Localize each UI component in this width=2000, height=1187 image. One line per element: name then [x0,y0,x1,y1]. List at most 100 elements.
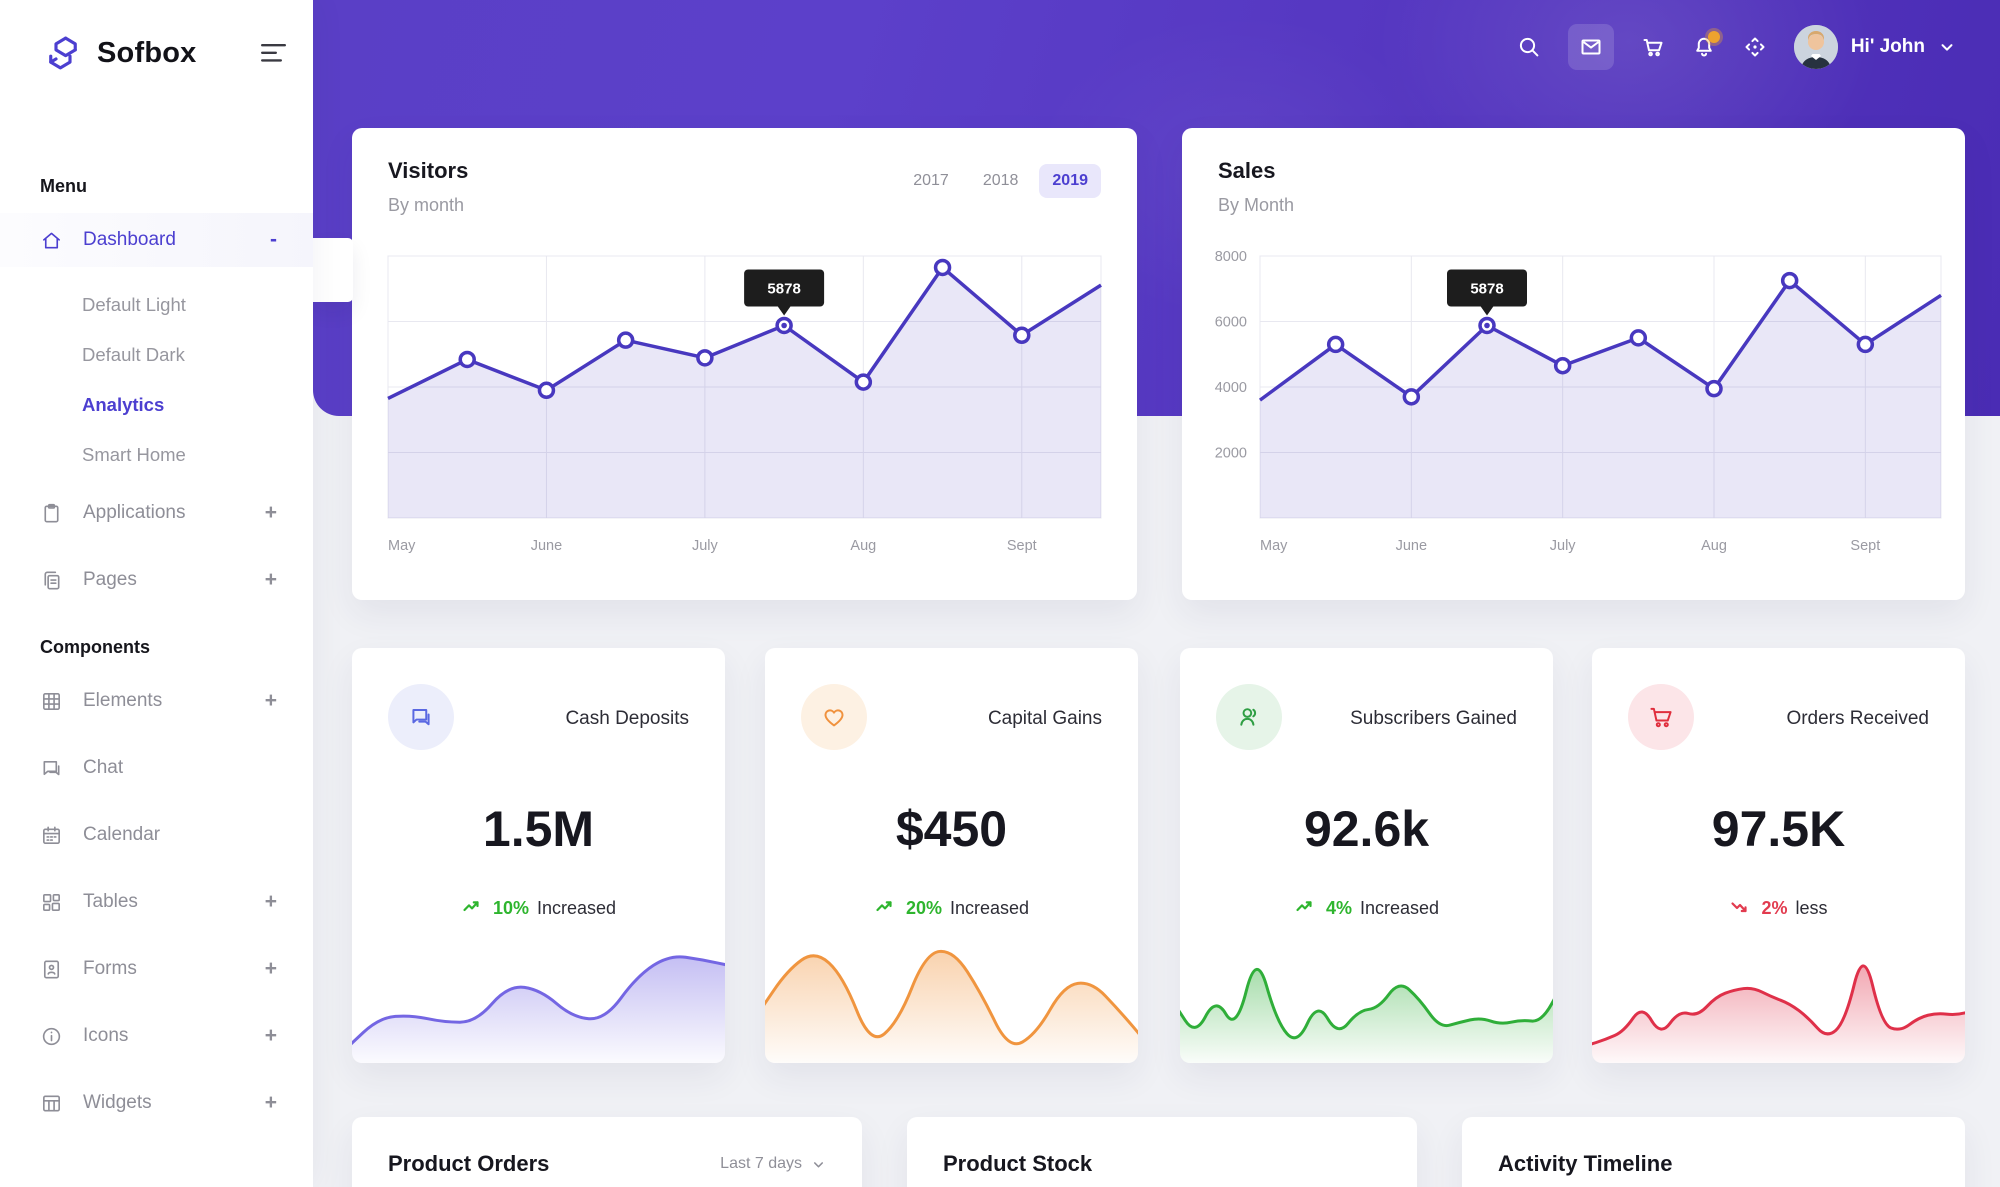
mail-icon [1581,39,1601,55]
sidebar-subitem-analytics[interactable]: Analytics [0,380,313,430]
card-activity-timeline: Activity Timeline [1462,1117,1965,1187]
svg-text:8000: 8000 [1215,250,1247,265]
stat-change-label: Increased [949,897,1030,918]
sidebar-item-label: Dashboard [83,229,176,250]
chart-tooltip [744,269,825,307]
stat-title: Cash Deposits [565,708,689,729]
year-tab-2018[interactable]: 2018 [982,172,1019,189]
sidebar-section-label: Menu [40,176,87,196]
year-tab-2017[interactable]: 2017 [913,172,949,189]
sidebar-item-applications[interactable]: Applications + [0,486,313,540]
stat-change-label: less [1795,897,1828,918]
sales-card-head: Sales By Month [1182,128,1965,216]
home-icon [40,229,63,252]
sidebar-subitem-label: Default Dark [82,344,185,365]
header-actions: Hi' John [1517,24,1956,70]
stat-value: 97.5K [1711,801,1846,857]
cart-icon [1650,707,1672,728]
sidebar: Sofbox Menu Dashboard - Default Light De… [0,0,313,1187]
expand-indicator: + [264,689,277,712]
stat-card-orders-received: Orders Received 97.5K 2% less [1592,648,1965,1063]
stat-change: 10% Increased [352,896,725,920]
sidebar-item-chat[interactable]: Chat [0,741,313,795]
tables-icon [40,891,63,914]
svg-text:Sept: Sept [1850,538,1880,554]
home-icon [43,232,60,249]
chevron-down-icon [1941,44,1953,51]
stat-sparkline [1592,964,1965,1063]
sidebar-item-label: Pages [83,569,137,590]
visitors-chart: May June July Aug Sept 5878 [387,255,1102,554]
stat-sparkline [1180,967,1553,1063]
sidebar-item-pages[interactable]: Pages + [0,553,313,607]
sales-chart: 8000 6000 4000 2000 May June July Aug Sept 5878 [1215,250,1942,554]
expand-indicator: + [264,957,277,980]
expand-indicator: - [270,228,277,251]
tables-icon [43,893,60,911]
sidebar-item-elements[interactable]: Elements + [0,674,313,728]
stat-change-percent: 4% [1325,897,1352,918]
stat-icon-circle [388,684,454,750]
expand-indicator: + [264,568,277,591]
svg-text:Aug: Aug [850,538,876,554]
sales-title: Sales [1218,158,1276,183]
stat-card-subscribers-gained: Subscribers Gained 92.6k 4% Increased [1180,648,1553,1063]
calendar-icon [43,826,60,844]
sidebar-item-label: Widgets [83,1092,152,1113]
sidebar-item-calendar[interactable]: Calendar [0,808,313,862]
sidebar-subitem-label: Smart Home [82,444,186,465]
svg-text:June: June [1396,538,1427,554]
clipboard-icon [44,503,59,522]
sidebar-item-dashboard[interactable]: Dashboard - [0,213,313,267]
stat-card-cash-deposits: Cash Deposits 1.5M 10% Increased [352,648,725,1063]
active-item-notch [313,238,353,302]
search-icon[interactable] [1517,35,1541,59]
filter-dropdown[interactable]: Last 7 days [720,1155,826,1173]
card-product-stock: Product Stock [907,1117,1417,1187]
svg-text:July: July [692,538,719,554]
sidebar-subitem-default-dark[interactable]: Default Dark [0,330,313,380]
svg-text:Sept: Sept [1007,538,1037,554]
sidebar-toggle-icon[interactable] [260,42,287,64]
year-tab-2019[interactable]: 2019 [1039,164,1101,198]
svg-text:6000: 6000 [1215,315,1247,331]
calendar-icon [40,824,63,847]
sidebar-subitem-smart-home[interactable]: Smart Home [0,430,313,480]
stat-icon-circle [1628,684,1694,750]
grid-icon [43,692,60,710]
pages-icon [44,571,60,589]
notifications-button[interactable] [1692,31,1720,59]
grid-icon [40,690,63,713]
trend-up-icon [463,901,479,912]
trend-down-icon [1731,902,1748,913]
svg-text:5878: 5878 [767,280,800,297]
sidebar-subitem-default-light[interactable]: Default Light [0,280,313,330]
stat-title: Capital Gains [987,708,1102,729]
mail-button[interactable] [1567,24,1614,70]
sidebar-item-label: Calendar [83,824,161,845]
trend-up-icon [1296,901,1312,912]
sidebar-item-icons[interactable]: Icons + [0,1009,313,1063]
sales-subtitle: By Month [1218,195,1295,215]
stat-change: 2% less [1592,896,1965,920]
card-title: Product Stock [943,1151,1093,1176]
scan-icon[interactable] [1743,35,1767,59]
year-tabs: 2017 2018 2019 [900,158,1101,216]
sidebar-item-tables[interactable]: Tables + [0,875,313,929]
sidebar-sub-list: Default Light Default Dark Analytics Sma… [0,280,313,480]
forms-icon [43,960,60,978]
sidebar-item-forms[interactable]: Forms + [0,942,313,996]
widgets-icon [40,1092,63,1115]
sidebar-section-label: Components [40,637,150,657]
cart-icon[interactable] [1641,35,1665,59]
sales-card: Sales By Month 8000 6000 4000 2000 May June Ju… [1182,128,1965,600]
sidebar-item-widgets[interactable]: Widgets + [0,1076,313,1130]
stat-change-label: Increased [536,897,617,918]
clipboard-icon [40,502,63,525]
info-icon [40,1025,63,1048]
stat-value: 92.6k [1303,801,1430,857]
svg-text:Aug: Aug [1701,538,1727,554]
widgets-icon [43,1094,60,1112]
notification-badge [1707,31,1720,43]
user-menu[interactable]: Hi' John [1793,25,1956,69]
